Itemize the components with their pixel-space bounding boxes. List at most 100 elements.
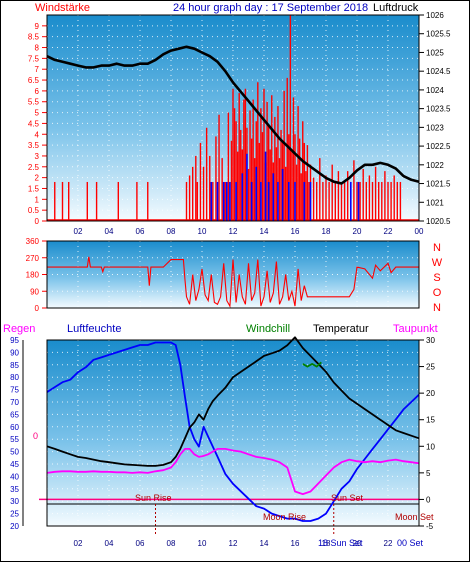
- wind-x-tick-label: 02: [74, 227, 83, 236]
- humidity-x-tick-label: 08: [167, 539, 176, 548]
- direction-compass-label: N: [433, 302, 441, 314]
- humidity-y-tick-label: 50: [10, 448, 19, 457]
- pressure-y-tick-label: 1024: [426, 86, 444, 95]
- legend-temperatur: Temperatur: [313, 323, 369, 335]
- pressure-y-tick-label: 1022.5: [426, 142, 451, 151]
- wind-y-tick-label: 4.5: [28, 119, 40, 128]
- pressure-line: [46, 45, 420, 185]
- legend-windchill: Windchill: [246, 323, 290, 335]
- humidity-panel-border: [46, 339, 420, 527]
- temperature-y-tick-label: 0: [426, 495, 431, 504]
- humidity-y-tick-label: 20: [10, 522, 19, 531]
- humidity-x-tick-label: 20: [353, 539, 362, 548]
- humidity-y-tick-label: 55: [10, 435, 19, 444]
- wind-y-tick-label: 2.5: [28, 163, 40, 172]
- pressure-y-tick-label: 1021.5: [426, 180, 451, 189]
- direction-y-tick-label: 0: [35, 304, 40, 313]
- gust-series: [210, 151, 360, 221]
- humidity-y-tick-label: 70: [10, 398, 19, 407]
- wind-x-tick-label: 16: [291, 227, 300, 236]
- direction-y-tick-label: 270: [26, 254, 40, 263]
- direction-compass-label: O: [433, 287, 442, 299]
- legend-luftfeuchte: Luftfeuchte: [67, 323, 121, 335]
- humidity-x-tick-label: 02: [74, 539, 83, 548]
- zero-label: 0: [33, 431, 38, 441]
- wind-x-tick-label: 22: [384, 227, 393, 236]
- series-line-taupunkt: [46, 448, 420, 495]
- pressure-y-tick-label: 1024.5: [426, 67, 451, 76]
- humidity-x-tick-label: 10: [198, 539, 207, 548]
- humidity-y-tick-label: 90: [10, 348, 19, 357]
- humidity-x-tick-label: 16: [291, 539, 300, 548]
- annotation-sun-set: Sun Set: [331, 493, 364, 503]
- pressure-series: [46, 45, 420, 185]
- wind-y-tick-label: 6.5: [28, 76, 40, 85]
- direction-panel-border: [46, 240, 420, 309]
- direction-compass-label: S: [433, 272, 440, 284]
- annotation-sunset-tick: 18 Sun Set: [318, 538, 363, 548]
- wind-y-tick-label: 6: [35, 87, 40, 96]
- left-axis-title: Windstärke: [35, 2, 90, 14]
- wind-y-tick-label: 3.5: [28, 141, 40, 150]
- annotation-moon-set: Moon Set: [395, 512, 434, 522]
- wind-y-tick-label: 1: [35, 195, 40, 204]
- direction-compass-label: N: [433, 242, 441, 254]
- humidity-y-tick-label: 95: [10, 336, 19, 345]
- pressure-y-tick-label: 1023.5: [426, 105, 451, 114]
- annotation-set-tick: 00 Set: [397, 538, 424, 548]
- temperature-y-tick-label: 15: [426, 416, 435, 425]
- pressure-y-tick-label: 1021: [426, 198, 444, 207]
- wind-x-tick-label: 18: [322, 227, 331, 236]
- wind-y-tick-label: 8.5: [28, 33, 40, 42]
- humidity-y-tick-label: 40: [10, 472, 19, 481]
- direction-y-tick-label: 360: [26, 237, 40, 246]
- wind-y-tick-label: 3: [35, 152, 40, 161]
- direction-compass-label: W: [432, 257, 443, 269]
- humidity-x-tick-label: 12: [229, 539, 238, 548]
- wind-y-tick-label: 7.5: [28, 54, 40, 63]
- right-axis-title: Luftdruck: [373, 2, 419, 14]
- pressure-y-tick-label: 1025: [426, 48, 444, 57]
- pressure-y-tick-label: 1023: [426, 123, 444, 132]
- legend-regen: Regen: [3, 323, 35, 335]
- temperature-y-tick-label: 10: [426, 442, 435, 451]
- annotation-sun-rise: Sun Rise: [135, 493, 172, 503]
- wind-x-tick-label: 20: [353, 227, 362, 236]
- series-line-windchill: [302, 361, 322, 368]
- wind-x-tick-label: 10: [198, 227, 207, 236]
- wind-y-tick-label: 7: [35, 65, 40, 74]
- wind-x-tick-label: 00: [415, 227, 424, 236]
- wind-y-tick-label: 9: [35, 22, 40, 31]
- temperature-y-tick-label: 20: [426, 389, 435, 398]
- pressure-y-tick-label: 1025.5: [426, 30, 451, 39]
- humidity-y-tick-label: 45: [10, 460, 19, 469]
- temperature-y-tick-label: 25: [426, 363, 435, 372]
- direction-line: [47, 256, 419, 308]
- wind-y-tick-label: 0: [35, 217, 40, 226]
- humidity-panel-grid: [47, 339, 420, 527]
- wind-x-tick-label: 04: [105, 227, 114, 236]
- humidity-y-tick-label: 30: [10, 497, 19, 506]
- wind-y-tick-label: 5: [35, 109, 40, 118]
- direction-y-tick-label: 180: [26, 271, 40, 280]
- series-line-temperatur: [46, 336, 420, 467]
- wind-x-tick-label: 12: [229, 227, 238, 236]
- wind-series: [47, 15, 419, 221]
- humidity-temp-series: [39, 336, 420, 536]
- humidity-x-tick-label: 18: [322, 539, 331, 548]
- wind-x-tick-label: 08: [167, 227, 176, 236]
- humidity-x-tick-label: 04: [105, 539, 114, 548]
- humidity-x-tick-label: 06: [136, 539, 145, 548]
- temperature-y-tick-label: 30: [426, 336, 435, 345]
- humidity-y-tick-label: 35: [10, 485, 19, 494]
- humidity-x-tick-label: 14: [260, 539, 269, 548]
- axes-layer: 00.511.522.533.544.555.566.577.588.59102…: [10, 11, 451, 548]
- pressure-y-tick-label: 1020.5: [426, 217, 451, 226]
- direction-series: [47, 256, 419, 308]
- temperature-y-tick-label: 5: [426, 469, 431, 478]
- wind-panel-border: [46, 14, 420, 222]
- annotation-moon-rise: Moon Rise: [263, 512, 306, 522]
- pressure-y-tick-label: 1026: [426, 11, 444, 20]
